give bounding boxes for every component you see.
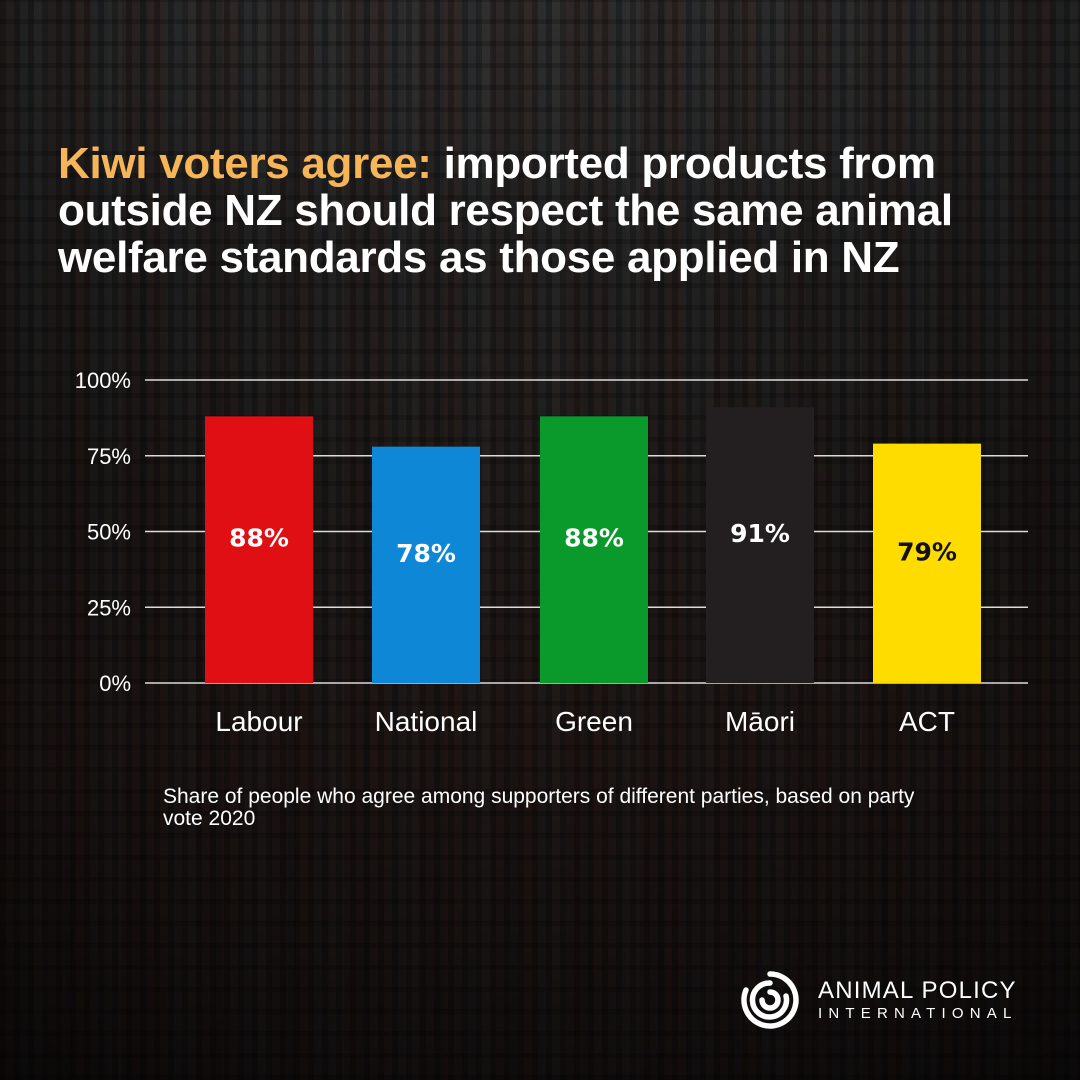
- brand-subtitle: INTERNATIONAL: [818, 1005, 1018, 1022]
- bar-māori: [706, 407, 814, 683]
- spiral-logo-icon: [741, 971, 799, 1029]
- bar-act: [873, 443, 981, 683]
- x-category-label: Labour: [215, 706, 302, 737]
- chart-bars: 88% 78% 88% 91% 79%: [205, 407, 981, 683]
- y-tick-label: 0%: [99, 671, 131, 696]
- bar-value-label: 88%: [564, 524, 624, 553]
- bar-value-label: 79%: [897, 537, 957, 566]
- x-category-label: ACT: [899, 706, 955, 737]
- y-tick-label: 75%: [87, 444, 131, 469]
- brand-name: ANIMAL POLICY: [818, 977, 1017, 1004]
- x-category-label: National: [375, 706, 478, 737]
- y-tick-label: 50%: [87, 520, 131, 545]
- brand-logo: ANIMAL POLICY INTERNATIONAL: [738, 968, 1038, 1029]
- y-axis-tick-labels: 0% 25% 50% 75% 100%: [75, 368, 131, 696]
- headline-highlight: Kiwi voters agree:: [58, 139, 432, 188]
- x-axis-category-labels: Labour National Green Māori ACT: [215, 706, 955, 737]
- x-category-label: Green: [555, 706, 633, 737]
- y-tick-label: 100%: [75, 368, 131, 393]
- bar-value-label: 91%: [730, 519, 790, 548]
- bar-value-label: 88%: [229, 524, 289, 553]
- headline: Kiwi voters agree: imported products fro…: [58, 140, 1038, 281]
- bar-labour: [205, 416, 313, 683]
- bar-national: [372, 446, 480, 683]
- x-category-label: Māori: [725, 706, 795, 737]
- bar-green: [540, 416, 648, 683]
- chart-caption: Share of people who agree among supporte…: [163, 785, 915, 830]
- headline-rest: imported products from outside NZ should…: [58, 139, 953, 282]
- y-tick-label: 25%: [87, 595, 131, 620]
- bar-value-label: 78%: [396, 539, 456, 568]
